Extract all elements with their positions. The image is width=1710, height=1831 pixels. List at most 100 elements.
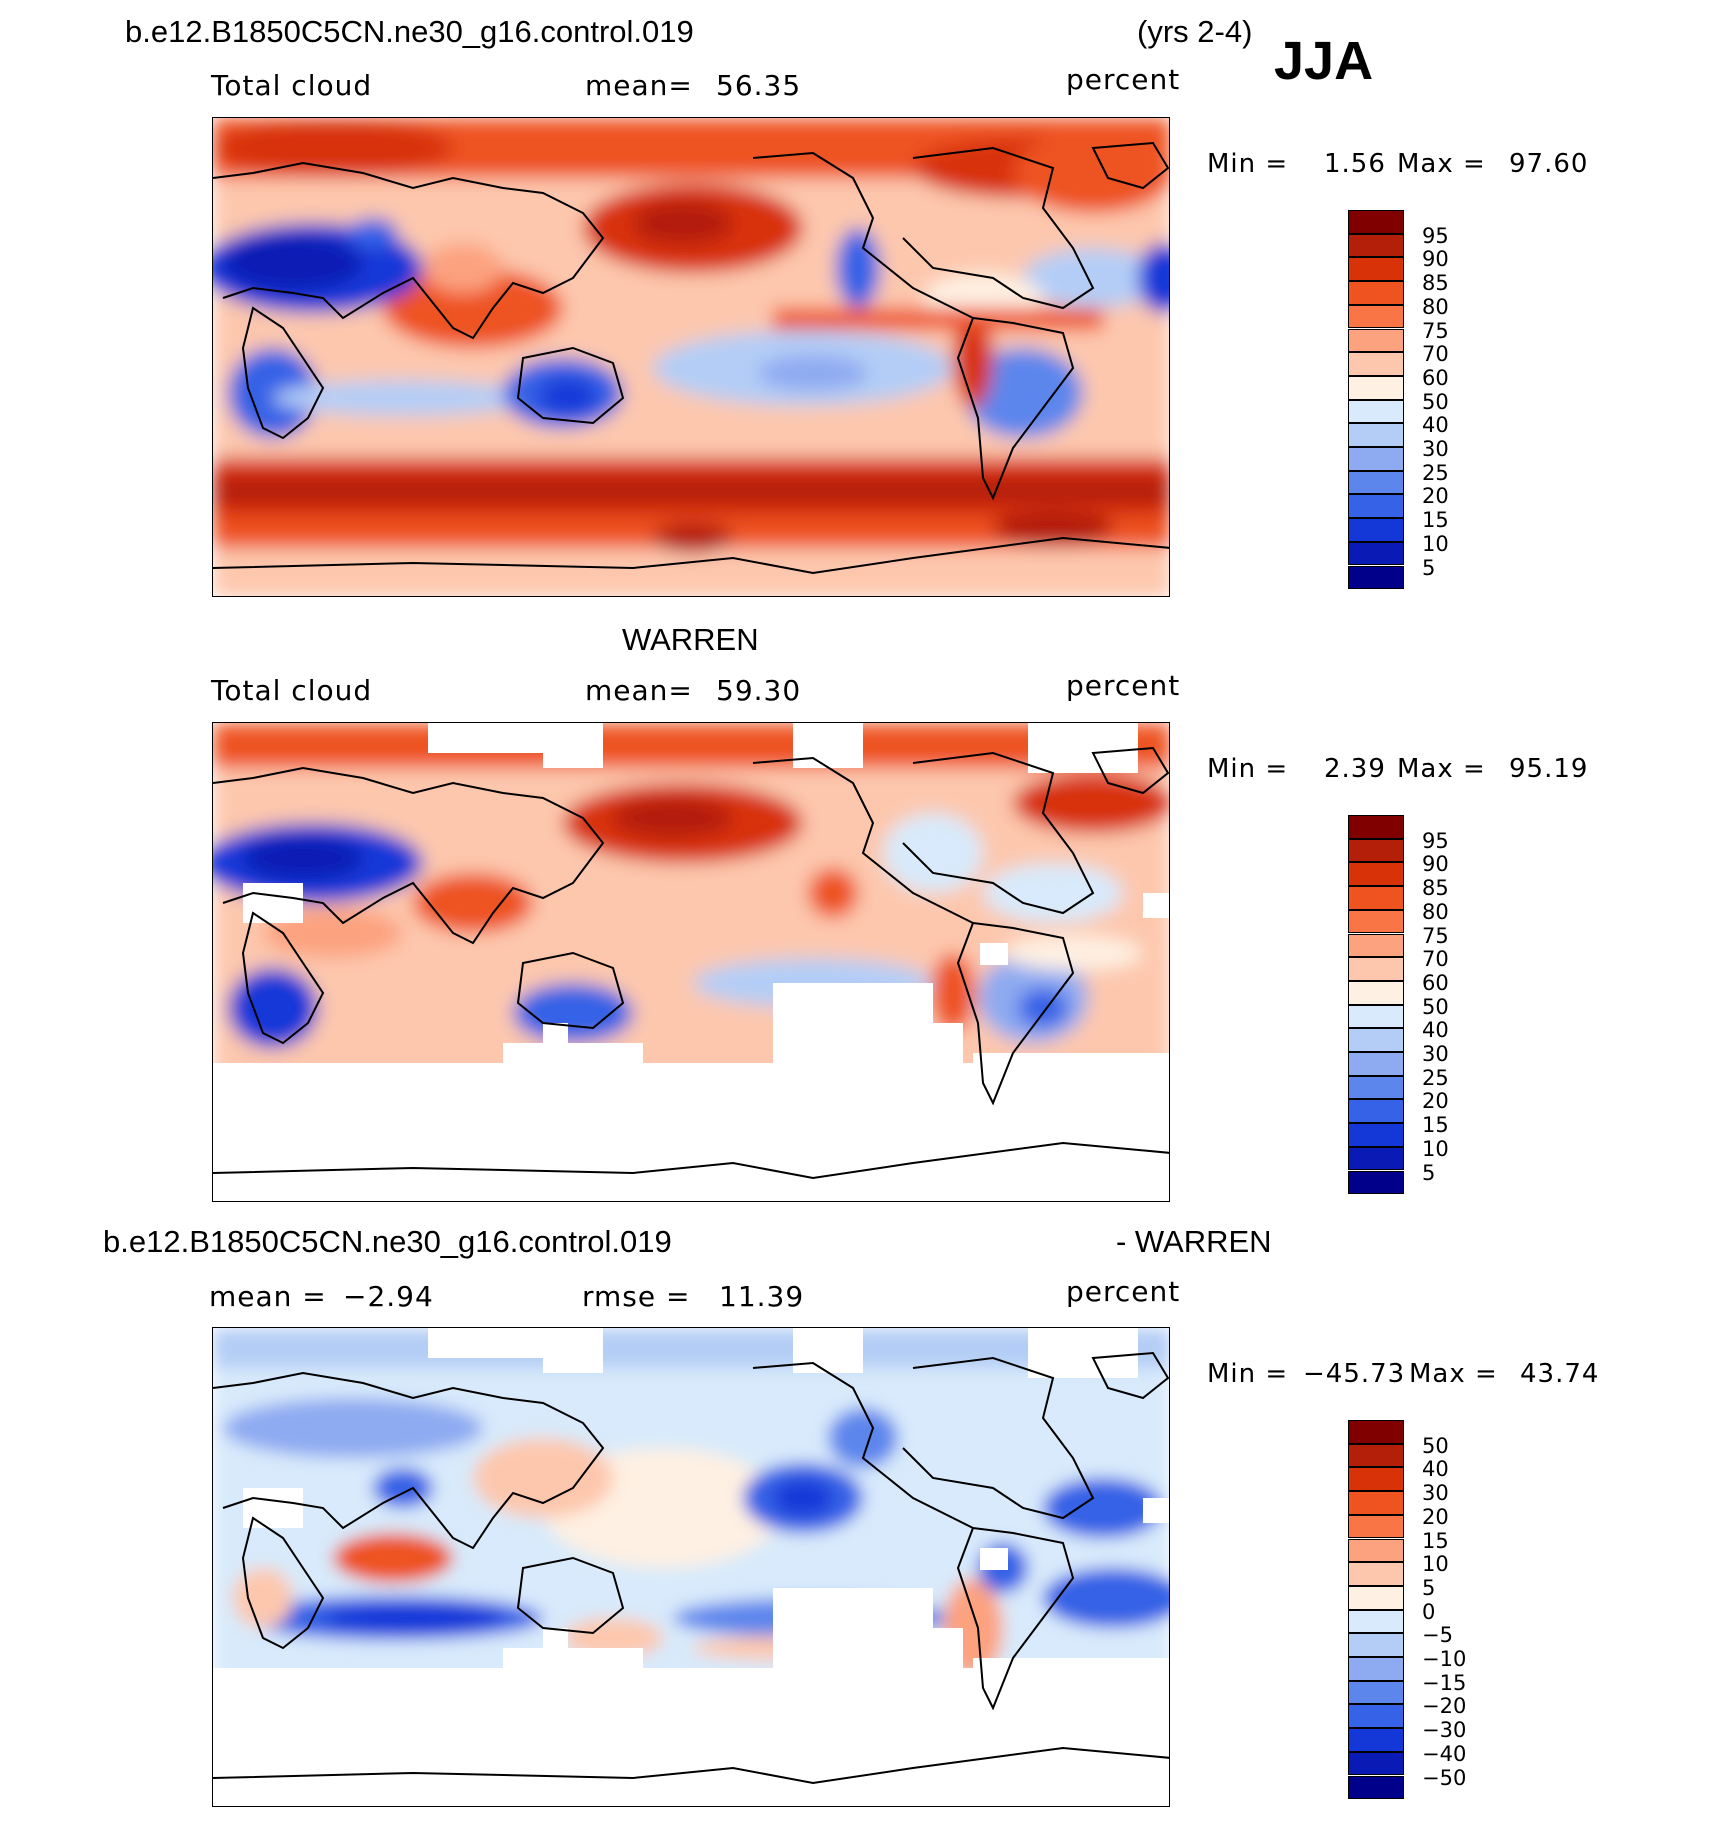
- panel3-max-value: 43.74: [1520, 1359, 1600, 1389]
- panel3-rmse-label: rmse =: [582, 1280, 691, 1313]
- panel3-min-label: Min =: [1207, 1359, 1289, 1389]
- panel3-max-label: Max =: [1409, 1359, 1498, 1389]
- panel2-header: WARREN: [622, 622, 759, 657]
- panel3-units: percent: [1066, 1275, 1181, 1308]
- colorbar-swatch: [1348, 494, 1404, 519]
- colorbar-tick-label: 40: [1422, 1457, 1449, 1482]
- panel2-map: [212, 722, 1170, 1202]
- panel1-max-label: Max =: [1397, 149, 1486, 179]
- colorbar-tick-label: 40: [1422, 413, 1449, 438]
- colorbar-tick-label: 25: [1422, 460, 1449, 485]
- colorbar-tick-label: 50: [1422, 994, 1449, 1019]
- panel3-mean-value: −2.94: [343, 1280, 434, 1313]
- colorbar-swatch: [1348, 1728, 1404, 1752]
- panel3-header-case: b.e12.B1850C5CN.ne30_g16.control.019: [103, 1224, 672, 1259]
- colorbar-swatch: [1348, 1443, 1404, 1468]
- panel3-coastlines: [213, 1351, 1169, 1785]
- colorbar-tick-label: 20: [1422, 1089, 1449, 1114]
- colorbar-swatch: [1348, 1609, 1404, 1634]
- colorbar-tick-label: 30: [1422, 437, 1449, 461]
- panel1-map: [212, 117, 1170, 597]
- panel2-min-label: Min =: [1207, 754, 1289, 784]
- colorbar-tick-label: 30: [1422, 1042, 1449, 1066]
- colorbar-tick-label: 90: [1422, 852, 1449, 877]
- colorbar-tick-label: 5: [1422, 555, 1436, 580]
- panel1-variable-label: Total cloud: [211, 69, 373, 102]
- panel2-max-label: Max =: [1397, 754, 1486, 784]
- colorbar-swatch: [1348, 1491, 1404, 1515]
- colorbar-tick-label: −50: [1422, 1765, 1467, 1790]
- colorbar-tick-label: 15: [1422, 508, 1449, 533]
- panel1-units: percent: [1066, 63, 1181, 96]
- panel3-contour-field: [213, 1328, 1169, 1806]
- colorbar-tick-label: 15: [1422, 1113, 1449, 1138]
- colorbar-swatch: [1348, 1467, 1404, 1492]
- colorbar-swatch: [1348, 328, 1404, 353]
- colorbar-swatch: [1348, 210, 1404, 234]
- colorbar-swatch: [1348, 909, 1404, 934]
- colorbar-swatch: [1348, 447, 1404, 471]
- colorbar-tick-label: 60: [1422, 970, 1449, 995]
- colorbar-swatch: [1348, 1657, 1404, 1681]
- colorbar-tick-label: 95: [1422, 223, 1449, 248]
- colorbar-tick-label: 75: [1422, 923, 1449, 948]
- colorbar-swatch: [1348, 233, 1404, 258]
- panel2-variable-label: Total cloud: [211, 674, 373, 707]
- colorbar-swatch: [1348, 399, 1404, 424]
- panel2-max-value: 95.19: [1509, 754, 1589, 784]
- colorbar-tick-label: 10: [1422, 1552, 1449, 1577]
- colorbar-tick-label: −5: [1422, 1623, 1453, 1648]
- colorbar-tick-label: −40: [1422, 1741, 1467, 1766]
- colorbar-tick-label: 85: [1422, 876, 1449, 901]
- colorbar-tick-label: 80: [1422, 899, 1449, 924]
- panel2-colorbar: 95 90 85 80 75 70 60 50 40 30 25 20 15 10 5: [1348, 815, 1449, 1195]
- panel3-mean-label: mean =: [209, 1280, 327, 1313]
- colorbar-tick-label: −15: [1422, 1670, 1467, 1695]
- colorbar-swatch: [1348, 1514, 1404, 1539]
- colorbar-swatch: [1348, 1075, 1404, 1100]
- colorbar-swatch: [1348, 933, 1404, 958]
- panel2-contour-field: [213, 723, 1169, 1201]
- colorbar-swatch: [1348, 518, 1404, 542]
- panel3-rmse-value: 11.39: [719, 1280, 805, 1313]
- colorbar-swatch: [1348, 1704, 1404, 1729]
- panel1-coastlines: [213, 141, 1169, 575]
- colorbar-swatch: [1348, 423, 1404, 447]
- colorbar-swatch: [1348, 862, 1404, 887]
- panel3-map: [212, 1327, 1170, 1807]
- colorbar-swatch: [1348, 1585, 1404, 1610]
- colorbar-swatch: [1348, 1562, 1404, 1586]
- colorbar-tick-label: 20: [1422, 1504, 1449, 1529]
- panel2-mean-label: mean=: [585, 674, 693, 707]
- colorbar-tick-label: 10: [1422, 1136, 1449, 1161]
- colorbar-swatch: [1348, 257, 1404, 282]
- colorbar-tick-label: 40: [1422, 1018, 1449, 1043]
- panel3-missing-data-mask: [213, 1328, 1169, 1806]
- panel3-min-value: −45.73: [1303, 1359, 1406, 1389]
- colorbar-swatch: [1348, 541, 1404, 566]
- colorbar-swatch: [1348, 1028, 1404, 1052]
- colorbar-swatch: [1348, 980, 1404, 1005]
- years-label: (yrs 2-4): [1137, 14, 1253, 49]
- panel1-mean-label: mean=: [585, 69, 693, 102]
- colorbar-swatch: [1348, 1099, 1404, 1124]
- colorbar-swatch: [1348, 957, 1404, 981]
- panel2-units: percent: [1066, 669, 1181, 702]
- colorbar-swatch: [1348, 1123, 1404, 1147]
- colorbar-swatch: [1348, 886, 1404, 910]
- panel1-contour-field: [213, 118, 1169, 596]
- colorbar-swatch: [1348, 815, 1404, 839]
- colorbar-tick-label: 80: [1422, 294, 1449, 319]
- colorbar-tick-label: 15: [1422, 1528, 1449, 1553]
- colorbar-swatch: [1348, 1170, 1404, 1195]
- panel1-min-label: Min =: [1207, 149, 1289, 179]
- colorbar-tick-label: 60: [1422, 365, 1449, 390]
- colorbar-tick-label: 30: [1422, 1481, 1449, 1506]
- colorbar-swatch: [1348, 1004, 1404, 1029]
- colorbar-tick-label: 5: [1422, 1160, 1436, 1185]
- colorbar-swatch: [1348, 1680, 1404, 1705]
- colorbar-tick-label: −10: [1422, 1647, 1467, 1671]
- colorbar-tick-label: −30: [1422, 1718, 1467, 1743]
- colorbar-swatch: [1348, 1775, 1404, 1800]
- colorbar-swatch: [1348, 304, 1404, 329]
